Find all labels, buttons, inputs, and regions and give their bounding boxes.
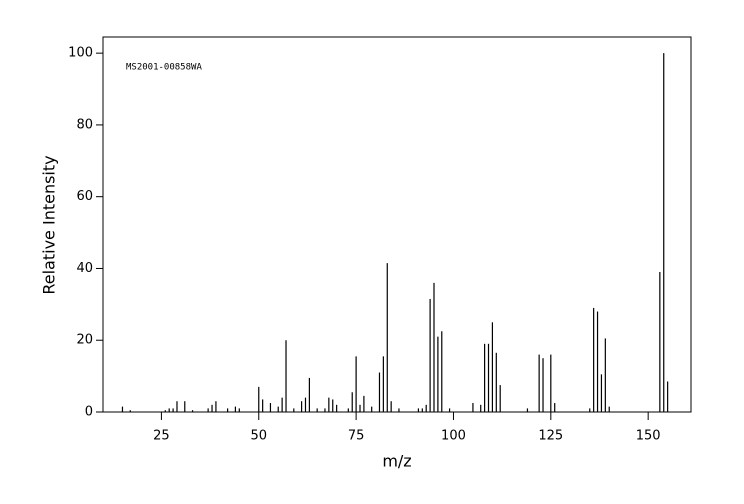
x-tick-label: 150 bbox=[636, 429, 661, 444]
x-tick-label: 50 bbox=[250, 429, 267, 444]
y-tick-label: 80 bbox=[76, 117, 93, 132]
y-tick-label: 60 bbox=[76, 189, 93, 204]
annotation: MS2001-00858WA bbox=[126, 63, 202, 73]
y-tick-label: 100 bbox=[68, 46, 93, 61]
y-axis-label: Relative Intensity bbox=[40, 155, 59, 294]
y-tick-label: 20 bbox=[76, 333, 93, 348]
plot-frame bbox=[102, 36, 692, 413]
x-axis-label: m/z bbox=[382, 452, 411, 471]
x-tick-label: 25 bbox=[153, 429, 170, 444]
y-tick-label: 40 bbox=[76, 261, 93, 276]
x-tick-label: 100 bbox=[441, 429, 466, 444]
x-tick-label: 75 bbox=[348, 429, 365, 444]
x-tick-label: 125 bbox=[538, 429, 563, 444]
y-tick-label: 0 bbox=[85, 405, 93, 420]
